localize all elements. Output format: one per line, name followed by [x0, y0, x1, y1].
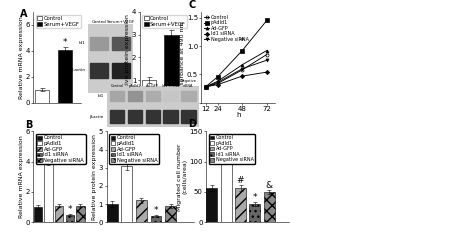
Negative siRNA [203, 86, 209, 88]
Text: *: * [125, 153, 129, 162]
Bar [146, 110, 160, 123]
Bar [142, 80, 156, 103]
Text: *: * [63, 38, 67, 47]
Text: *: * [154, 206, 158, 215]
Negative siRNA [239, 67, 245, 70]
Y-axis label: Relative mRNA expression: Relative mRNA expression [19, 16, 24, 99]
Text: Serum+VEGF: Serum+VEGF [107, 20, 135, 24]
Bar [110, 110, 125, 123]
Bar [110, 91, 125, 102]
Bar [164, 91, 178, 102]
Bar [91, 37, 108, 49]
X-axis label: h: h [236, 112, 240, 118]
Text: *: * [169, 21, 173, 30]
Control [239, 68, 245, 71]
Text: *: * [46, 150, 51, 159]
Text: A: A [19, 9, 27, 19]
Bar [112, 63, 130, 78]
Legend: Control, pAdId1, Ad-GFP, Id1 siRNA, Negative siRNA: Control, pAdId1, Ad-GFP, Id1 siRNA, Nega… [36, 134, 85, 164]
Bar [128, 110, 142, 123]
Bar [151, 216, 162, 222]
Bar [55, 206, 63, 222]
Legend: Control, Serum+VEGF: Control, Serum+VEGF [143, 15, 187, 28]
FancyBboxPatch shape [88, 24, 133, 93]
Text: C: C [188, 0, 195, 10]
Legend: Control, pAdId1, Ad-GFP, Id1 siRNA, Negative siRNA: Control, pAdId1, Ad-GFP, Id1 siRNA, Nega… [204, 14, 249, 42]
Text: *: * [67, 205, 72, 214]
Y-axis label: Migrated cell number
(cells/area): Migrated cell number (cells/area) [177, 143, 188, 211]
Line: Id1 siRNA: Id1 siRNA [204, 71, 268, 88]
Ad-GFP [264, 49, 270, 52]
Control [203, 86, 209, 88]
Text: D: D [188, 119, 196, 129]
Negative siRNA [215, 81, 220, 84]
Y-axis label: Relative protein expression: Relative protein expression [126, 14, 130, 100]
Bar [146, 91, 160, 102]
Id1 siRNA [203, 86, 209, 88]
Id1 siRNA [264, 71, 270, 74]
Bar [76, 206, 84, 222]
Bar [34, 207, 42, 222]
Bar [112, 37, 130, 49]
Negative siRNA [264, 59, 270, 62]
Text: Control: Control [91, 20, 106, 24]
Bar [235, 188, 246, 222]
Line: Negative siRNA: Negative siRNA [204, 59, 268, 88]
Text: *: * [253, 194, 257, 202]
Bar [249, 204, 260, 222]
Text: β-actin: β-actin [71, 68, 86, 72]
Text: Id1: Id1 [79, 41, 86, 45]
Text: Id1 siRNA: Id1 siRNA [162, 84, 179, 88]
Text: Ad-GFP: Ad-GFP [146, 84, 159, 88]
Text: Id1: Id1 [98, 94, 104, 98]
pAdId1 [264, 19, 270, 22]
Bar [44, 162, 53, 222]
Id1 siRNA [215, 83, 220, 86]
Text: B: B [26, 120, 33, 130]
Legend: Control, pAdId1, Ad-GFP, Id1 siRNA, Negative siRNA: Control, pAdId1, Ad-GFP, Id1 siRNA, Nega… [109, 134, 159, 164]
Ad-GFP [203, 86, 209, 88]
Ad-GFP [239, 63, 245, 66]
Bar [220, 157, 232, 222]
Legend: Control, pAdId1, Ad-GFP, Id1 siRNA, Negative siRNA: Control, pAdId1, Ad-GFP, Id1 siRNA, Nega… [209, 134, 255, 164]
Y-axis label: Absorbance at 490 nm: Absorbance at 490 nm [180, 22, 185, 93]
Control [264, 53, 270, 56]
Line: pAdId1: pAdId1 [204, 19, 268, 88]
Bar [91, 63, 108, 78]
Y-axis label: Relative mRNA expression: Relative mRNA expression [19, 136, 24, 218]
Text: *: * [224, 144, 228, 153]
Bar [107, 204, 118, 222]
Control [215, 82, 220, 85]
Bar [121, 166, 132, 222]
Line: Ad-GFP: Ad-GFP [204, 49, 268, 88]
Bar [181, 91, 196, 102]
pAdId1 [203, 86, 209, 88]
Id1 siRNA [239, 75, 245, 77]
Bar [181, 110, 196, 123]
Ad-GFP [215, 80, 220, 83]
Text: Negative
siRNA: Negative siRNA [181, 79, 196, 88]
Bar [136, 201, 147, 222]
Y-axis label: Relative protein expression: Relative protein expression [92, 134, 97, 220]
pAdId1 [215, 75, 220, 78]
Bar [57, 49, 72, 103]
Bar [264, 192, 275, 222]
Bar [35, 90, 49, 103]
Text: *: * [240, 37, 245, 46]
Bar [164, 110, 178, 123]
Text: #: # [237, 176, 244, 185]
Bar [65, 215, 74, 222]
Bar [128, 91, 142, 102]
Bar [206, 188, 218, 222]
pAdId1 [239, 49, 245, 52]
Text: &: & [265, 181, 273, 190]
Bar [165, 206, 176, 222]
Text: Control: Control [111, 84, 124, 88]
Bar [164, 35, 179, 103]
Line: Control: Control [204, 53, 268, 88]
Legend: Control, Serum+VEGF: Control, Serum+VEGF [36, 15, 81, 28]
Text: pAdId1: pAdId1 [129, 84, 141, 88]
Text: β-actin: β-actin [90, 114, 104, 119]
